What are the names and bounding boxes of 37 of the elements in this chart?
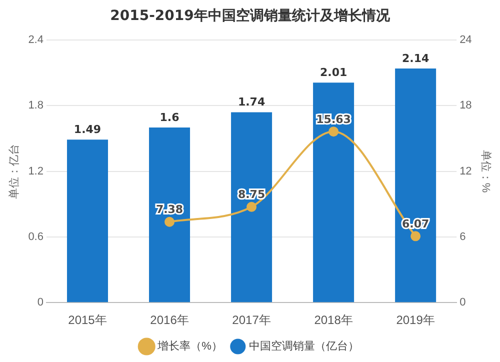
data-label: 15.63 bbox=[316, 112, 351, 126]
x-tick-label: 2016年 bbox=[150, 313, 189, 328]
y2-tick-label: 24 bbox=[460, 34, 472, 46]
point bbox=[164, 216, 175, 227]
x-tick-label: 2015年 bbox=[68, 313, 107, 328]
x-tick-label: 2017年 bbox=[232, 313, 271, 328]
data-label: 2.01 bbox=[320, 66, 348, 80]
x-tick-label: 2019年 bbox=[396, 313, 435, 328]
data-label: 8.75 bbox=[238, 188, 266, 202]
y2-tick-label: 0 bbox=[460, 296, 466, 309]
y-tick-label: 2.4 bbox=[28, 34, 44, 46]
y2-axis-title: 单位：% bbox=[479, 150, 492, 193]
legend-label: 增长率（%） bbox=[156, 340, 222, 353]
point bbox=[246, 202, 257, 212]
bar bbox=[395, 68, 436, 302]
x-tick-label: 2018年 bbox=[314, 313, 353, 328]
y2-tick-label: 12 bbox=[460, 165, 472, 178]
y-tick-label: 1.2 bbox=[28, 165, 44, 178]
bar bbox=[66, 140, 108, 302]
y-tick-label: 1.8 bbox=[28, 100, 44, 112]
bar bbox=[313, 82, 354, 302]
data-label: 7.38 bbox=[156, 203, 184, 216]
data-label: 1.74 bbox=[238, 96, 266, 109]
data-label: 2.14 bbox=[402, 52, 430, 65]
bar bbox=[231, 112, 272, 302]
y-tick-label: 0 bbox=[37, 296, 44, 309]
y-axis-title: 单位：亿台 bbox=[8, 144, 21, 199]
y2-tick-label: 6 bbox=[460, 230, 466, 243]
data-label: 1.49 bbox=[74, 122, 102, 136]
bar bbox=[149, 128, 190, 302]
y2-tick-label: 18 bbox=[460, 100, 472, 112]
point bbox=[328, 126, 339, 137]
legend-label: 中国空调销量（亿台） bbox=[248, 340, 359, 353]
chart-title: 2015-2019年中国空调销量统计及增长情况 bbox=[109, 6, 391, 26]
data-label: 1.6 bbox=[160, 110, 180, 124]
y-tick-label: 0.6 bbox=[28, 230, 44, 243]
point bbox=[410, 231, 421, 242]
